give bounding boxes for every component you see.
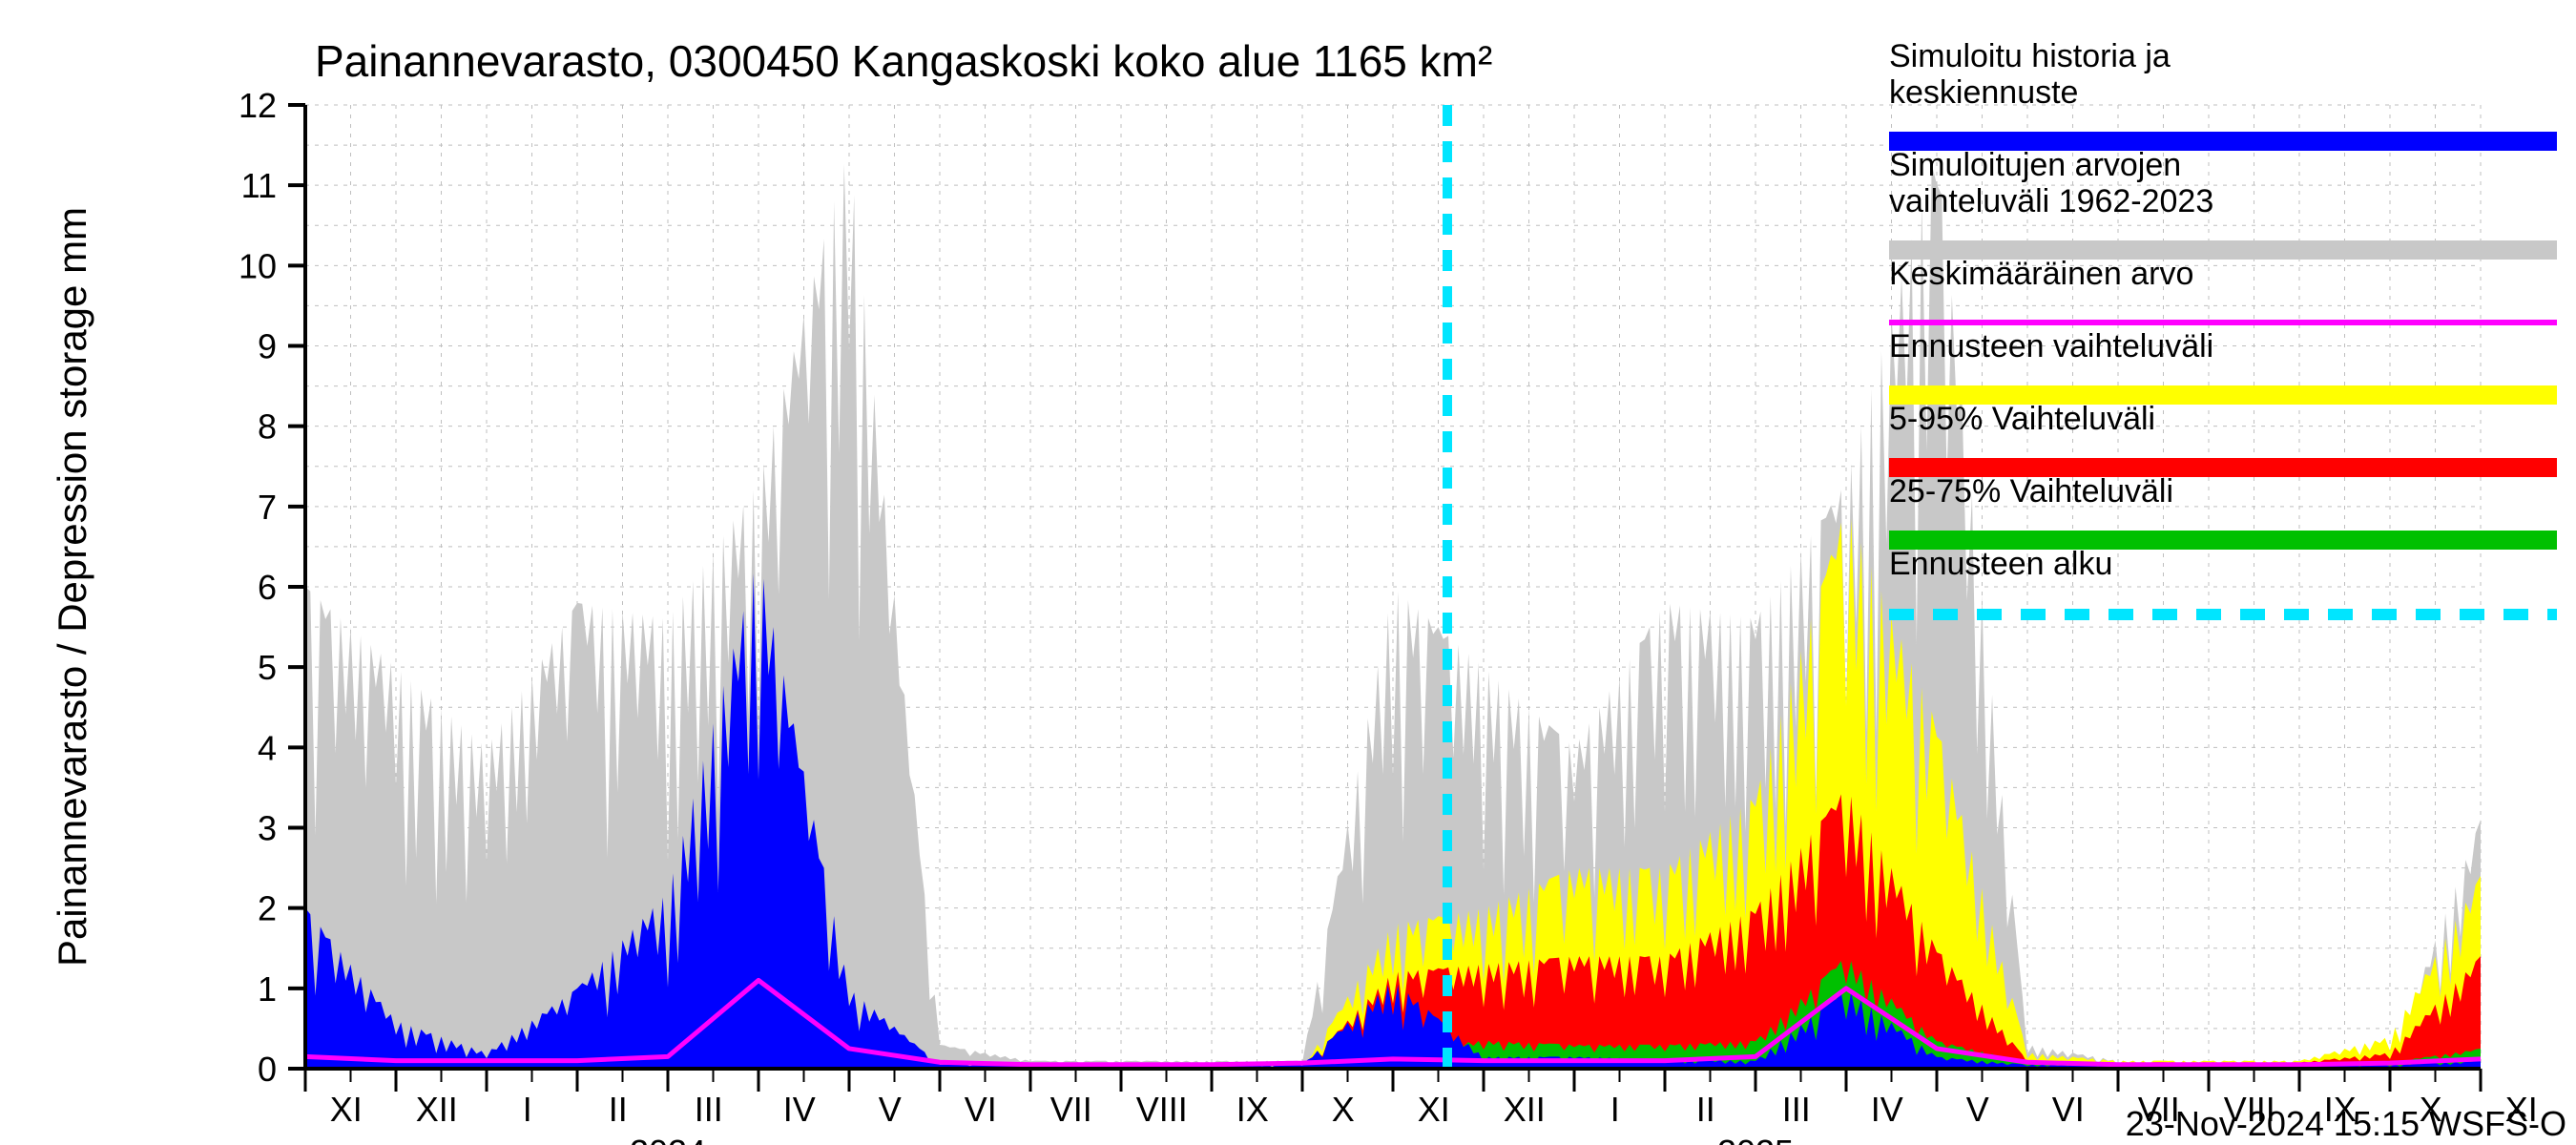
legend-label: keskiennuste	[1889, 74, 2078, 111]
x-tick-label: V	[879, 1090, 902, 1129]
timestamp: 23-Nov-2024 15:15 WSFS-O	[2126, 1104, 2566, 1143]
y-tick-label: 3	[258, 809, 277, 848]
y-tick-label: 9	[258, 327, 277, 366]
year-label: 2025	[1717, 1133, 1794, 1145]
y-tick-label: 2	[258, 889, 277, 928]
x-tick-label: III	[695, 1090, 723, 1129]
y-tick-label: 1	[258, 969, 277, 1009]
legend-label: 5-95% Vaihteluväli	[1889, 401, 2155, 437]
chart-title: Painannevarasto, 0300450 Kangaskoski kok…	[315, 36, 1492, 86]
legend-label: Simuloitu historia ja	[1889, 38, 2171, 74]
x-tick-label: XII	[416, 1090, 458, 1129]
x-tick-label: II	[1696, 1090, 1715, 1129]
legend-label: Keskimääräinen arvo	[1889, 256, 2193, 292]
x-tick-label: V	[1966, 1090, 1989, 1129]
y-tick-label: 0	[258, 1050, 277, 1089]
legend-label: 25-75% Vaihteluväli	[1889, 473, 2173, 510]
x-tick-label: II	[609, 1090, 628, 1129]
y-tick-label: 10	[239, 246, 277, 285]
x-tick-label: VIII	[1136, 1090, 1188, 1129]
y-axis-label: Painannevarasto / Depression storage mm	[50, 207, 94, 967]
x-tick-label: VI	[2052, 1090, 2085, 1129]
x-tick-label: I	[1610, 1090, 1620, 1129]
year-label: 2024	[630, 1133, 706, 1145]
x-tick-label: X	[1332, 1090, 1355, 1129]
chart-container: 0123456789101112XIXIIIIIIIIIVVVIVIIVIIII…	[0, 0, 2576, 1145]
x-tick-label: III	[1782, 1090, 1811, 1129]
x-tick-label: VII	[1050, 1090, 1092, 1129]
x-tick-label: IX	[1236, 1090, 1269, 1129]
legend-label: vaihteluväli 1962-2023	[1889, 183, 2213, 219]
y-tick-label: 8	[258, 407, 277, 447]
y-tick-label: 12	[239, 86, 277, 125]
y-tick-label: 7	[258, 488, 277, 527]
y-tick-label: 6	[258, 568, 277, 607]
x-tick-label: XII	[1504, 1090, 1546, 1129]
chart-svg: 0123456789101112XIXIIIIIIIIIVVVIVIIVIIII…	[0, 0, 2576, 1145]
y-tick-label: 4	[258, 728, 277, 767]
y-tick-label: 5	[258, 648, 277, 687]
legend-label: Ennusteen vaihteluväli	[1889, 328, 2213, 364]
legend-label: Simuloitujen arvojen	[1889, 147, 2181, 183]
legend-label: Ennusteen alku	[1889, 546, 2112, 582]
x-tick-label: IV	[1871, 1090, 1903, 1129]
x-tick-label: XI	[1418, 1090, 1450, 1129]
y-tick-label: 11	[241, 166, 277, 205]
x-tick-label: VI	[965, 1090, 997, 1129]
x-tick-label: I	[523, 1090, 532, 1129]
x-tick-label: IV	[783, 1090, 816, 1129]
x-tick-label: XI	[330, 1090, 363, 1129]
